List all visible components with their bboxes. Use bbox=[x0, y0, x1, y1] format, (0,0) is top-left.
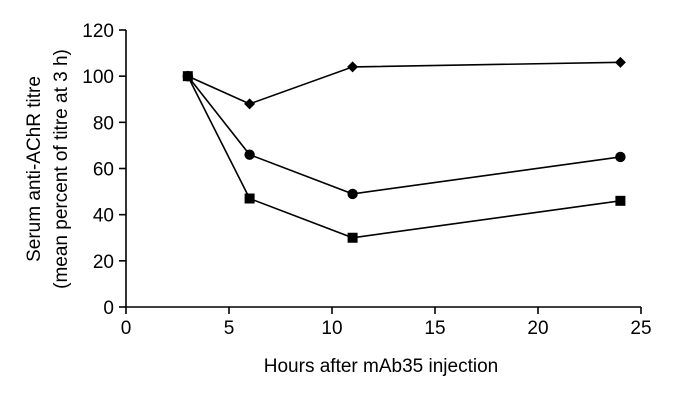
x-tick-label: 25 bbox=[630, 318, 651, 339]
data-point-square bbox=[182, 71, 193, 82]
x-tick-label: 5 bbox=[224, 318, 235, 339]
series-diamond bbox=[182, 56, 626, 110]
data-point-diamond bbox=[347, 61, 359, 73]
data-point-diamond bbox=[244, 98, 256, 110]
series-line bbox=[187, 61, 621, 105]
y-axis-ticks: 0 20 40 60 80 100 120 bbox=[82, 21, 126, 319]
y-tick-label: 0 bbox=[103, 298, 114, 319]
data-point-circle bbox=[615, 151, 626, 163]
series-square bbox=[182, 71, 626, 243]
y-tick-label: 80 bbox=[93, 113, 114, 134]
x-axis-ticks: 0 5 10 15 20 25 bbox=[121, 307, 652, 339]
data-point-square bbox=[347, 232, 358, 243]
series-line bbox=[187, 75, 621, 239]
x-tick-label: 0 bbox=[121, 318, 132, 339]
y-tick-label: 120 bbox=[82, 21, 114, 42]
x-tick-label: 20 bbox=[527, 318, 548, 339]
x-tick-label: 10 bbox=[321, 318, 342, 339]
series-line bbox=[187, 75, 621, 195]
series-layer bbox=[182, 56, 626, 243]
y-tick-label: 40 bbox=[93, 206, 114, 227]
y-tick-label: 20 bbox=[93, 252, 114, 273]
data-point-square bbox=[615, 195, 626, 206]
y-axis-label-line-2: (mean percent of titre at 3 h) bbox=[51, 49, 72, 289]
data-point-circle bbox=[347, 188, 358, 200]
y-axis-label-line-1: Serum anti-AChR titre bbox=[24, 76, 45, 262]
data-point-circle bbox=[244, 149, 255, 160]
x-axis-label: Hours after mAb35 injection bbox=[264, 356, 498, 377]
data-point-diamond bbox=[614, 56, 626, 68]
series-circle bbox=[182, 70, 626, 200]
y-tick-label: 60 bbox=[93, 160, 114, 181]
x-tick-label: 15 bbox=[424, 318, 445, 339]
y-tick-label: 100 bbox=[82, 67, 114, 88]
data-point-square bbox=[244, 193, 255, 204]
